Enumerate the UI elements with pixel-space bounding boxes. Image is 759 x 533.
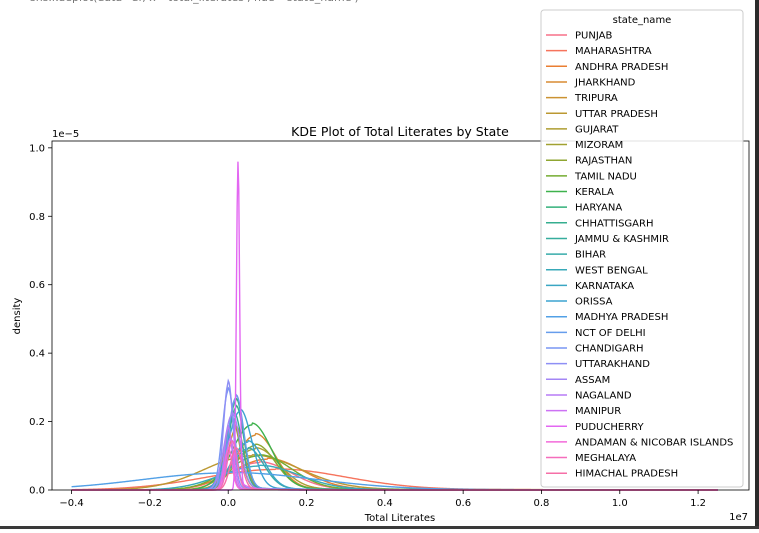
legend-label: ANDAMAN & NICOBAR ISLANDS (575, 437, 733, 448)
chart-title: KDE Plot of Total Literates by State (291, 124, 509, 139)
legend-label: ASSAM (575, 375, 610, 386)
x-tick-label: 0.0 (220, 498, 236, 509)
legend: state_name PUNJAB MAHARASHTRA ANDHRA PRADE… (540, 9, 744, 488)
x-tick-label: 0.2 (299, 498, 315, 509)
legend-entries: PUNJAB MAHARASHTRA ANDHRA PRADESH JHARKHAND… (546, 31, 733, 480)
x-tick-label: −0.2 (138, 498, 162, 509)
x-tick-label: 0.6 (455, 498, 471, 509)
legend-label: JHARKHAND (574, 77, 636, 88)
legend-label: KARNATAKA (575, 281, 634, 292)
plot-frame (51, 140, 750, 491)
x-ticks: −0.4 −0.2 0.0 0.2 0.4 0.6 0.8 1.0 1.2 (59, 490, 706, 509)
x-tick-label: 0.8 (534, 498, 550, 509)
window-bottom-border (0, 526, 759, 529)
axes (51, 140, 750, 491)
legend-label: UTTAR PRADESH (575, 109, 658, 120)
y-tick-label: 0.4 (29, 349, 45, 360)
legend-label: HIMACHAL PRADESH (575, 469, 678, 480)
legend-box (540, 9, 744, 488)
legend-label: NCT OF DELHI (575, 328, 646, 339)
x-axis-label: Total Literates (364, 513, 435, 524)
window-right-border (755, 0, 759, 529)
legend-label: MEGHALAYA (575, 453, 636, 464)
y-offset-label: 1e−5 (52, 129, 79, 140)
legend-title: state_name (613, 15, 672, 26)
y-tick-label: 0.2 (29, 417, 45, 428)
legend-label: MANIPUR (575, 406, 621, 417)
y-tick-label: 0.8 (29, 212, 45, 223)
legend-label: GUJARAT (575, 124, 619, 135)
legend-label: UTTARAKHAND (575, 359, 650, 370)
legend-label: MIZORAM (575, 140, 623, 151)
y-ticks: 0.0 0.2 0.4 0.6 0.8 1.0 (29, 143, 52, 497)
x-tick-label: 1.2 (690, 498, 706, 509)
y-tick-label: 0.6 (29, 280, 45, 291)
legend-label: CHANDIGARH (575, 344, 644, 355)
legend-label: BIHAR (575, 250, 606, 261)
x-offset-label: 1e7 (729, 512, 748, 523)
y-axis-label: density (12, 298, 23, 335)
legend-label: TRIPURA (574, 93, 618, 104)
y-tick-label: 0.0 (29, 486, 45, 497)
legend-label: PUNJAB (575, 31, 612, 42)
y-tick-label: 1.0 (29, 143, 45, 154)
cut-off-code-line: sns.kdeplot(data=df, x='total_literates'… (30, 0, 359, 4)
legend-label: CHHATTISGARH (575, 218, 653, 229)
legend-label: TAMIL NADU (574, 171, 637, 182)
legend-label: ANDHRA PRADESH (575, 62, 668, 73)
legend-label: ORISSA (575, 297, 613, 308)
legend-label: NAGALAND (575, 390, 632, 401)
legend-label: MADHYA PRADESH (575, 312, 668, 323)
legend-label: HARYANA (575, 203, 622, 214)
x-tick-label: 0.4 (377, 498, 393, 509)
legend-label: MAHARASHTRA (575, 46, 652, 57)
legend-label: WEST BENGAL (575, 265, 648, 276)
x-tick-label: −0.4 (59, 498, 83, 509)
legend-label: JAMMU & KASHMIR (574, 234, 669, 245)
legend-label: RAJASTHAN (575, 156, 632, 167)
legend-label: KERALA (575, 187, 614, 198)
legend-label: PUDUCHERRY (575, 422, 644, 433)
x-tick-label: 1.0 (612, 498, 628, 509)
